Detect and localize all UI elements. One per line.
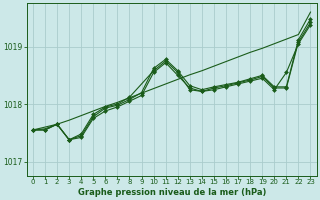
X-axis label: Graphe pression niveau de la mer (hPa): Graphe pression niveau de la mer (hPa) bbox=[77, 188, 266, 197]
